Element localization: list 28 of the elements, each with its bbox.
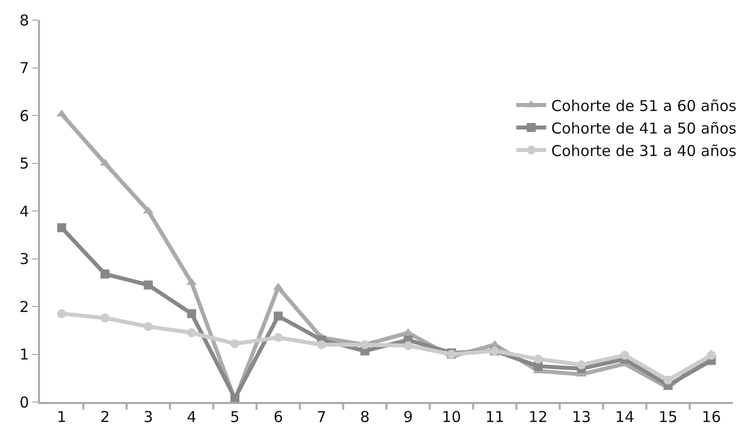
x-tick-label: 4 <box>186 408 196 426</box>
x-tick-label: 5 <box>230 408 240 426</box>
x-tick-label: 9 <box>403 408 413 426</box>
legend-label: Cohorte de 31 a 40 años <box>551 142 737 160</box>
legend-label: Cohorte de 41 a 50 años <box>551 119 737 138</box>
x-tick-label: 13 <box>572 408 591 426</box>
x-tick-label: 1 <box>56 408 66 426</box>
y-tick-label: 2 <box>19 298 29 316</box>
y-tick-label: 4 <box>19 202 29 220</box>
y-tick-label: 5 <box>19 154 29 172</box>
x-tick-label: 6 <box>273 408 283 426</box>
y-tick-label: 0 <box>19 393 29 412</box>
x-tick-label: 3 <box>144 408 154 426</box>
y-tick-label: 3 <box>19 250 29 268</box>
x-tick-label: 7 <box>316 408 326 426</box>
x-tick-label: 16 <box>702 408 721 426</box>
x-tick-label: 10 <box>442 408 462 426</box>
y-tick-label: 1 <box>19 346 29 364</box>
legend-label: Cohorte de 51 a 60 años <box>551 96 737 115</box>
x-tick-label: 15 <box>658 408 678 426</box>
x-tick-label: 14 <box>615 408 634 426</box>
x-tick-label: 2 <box>100 408 110 426</box>
y-tick-label: 6 <box>19 106 29 125</box>
y-tick-label: 7 <box>19 59 29 77</box>
x-tick-label: 12 <box>528 408 548 426</box>
x-tick-label: 8 <box>360 408 370 426</box>
x-tick-label: 11 <box>485 408 504 426</box>
y-tick-label: 8 <box>19 11 29 30</box>
